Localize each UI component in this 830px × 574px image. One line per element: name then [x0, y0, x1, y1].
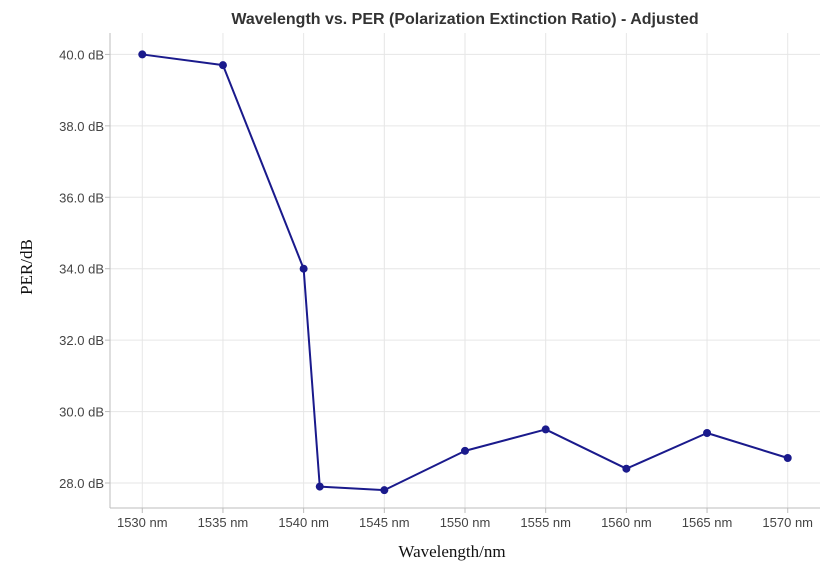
y-tick-label: 32.0 dB	[59, 333, 104, 348]
x-tick-label: 1550 nm	[440, 515, 491, 530]
x-tick-label: 1570 nm	[762, 515, 813, 530]
x-tick-label: 1540 nm	[278, 515, 329, 530]
series	[138, 50, 792, 495]
y-tick-label: 30.0 dB	[59, 405, 104, 420]
data-point	[315, 482, 324, 491]
y-tick-label: 40.0 dB	[59, 47, 104, 62]
y-axis-ticks: 28.0 dB 30.0 dB 32.0 dB 34.0 dB 36.0 dB 38.0 …	[59, 47, 110, 491]
x-axis-ticks: 1530 nm 1535 nm 1540 nm 1545 nm 1550 nm 1555 …	[117, 508, 813, 530]
y-tick-label: 28.0 dB	[59, 476, 104, 491]
chart-title: Wavelength vs. PER (Polarization Extinct…	[231, 11, 698, 28]
data-point	[703, 429, 712, 437]
data-point	[218, 61, 227, 70]
y-tick-label: 38.0 dB	[59, 119, 104, 134]
x-tick-label: 1530 nm	[117, 515, 168, 530]
x-tick-label: 1535 nm	[198, 515, 249, 530]
x-tick-label: 1560 nm	[601, 515, 652, 530]
y-tick-label: 36.0 dB	[59, 190, 104, 205]
data-point	[461, 446, 469, 455]
y-axis-label: PER/dB	[17, 239, 36, 295]
data-point	[541, 425, 550, 434]
x-tick-label: 1545 nm	[359, 515, 410, 530]
series-line	[142, 53, 789, 492]
data-point	[299, 264, 308, 273]
x-axis-label: Wavelength/nm	[398, 542, 505, 561]
data-point	[783, 454, 792, 462]
data-point	[622, 464, 631, 473]
data-point	[138, 50, 147, 59]
data-point	[380, 486, 389, 495]
grid	[110, 33, 820, 508]
x-tick-label: 1555 nm	[520, 515, 571, 530]
x-tick-label: 1565 nm	[682, 515, 733, 530]
y-tick-label: 34.0 dB	[59, 262, 104, 277]
